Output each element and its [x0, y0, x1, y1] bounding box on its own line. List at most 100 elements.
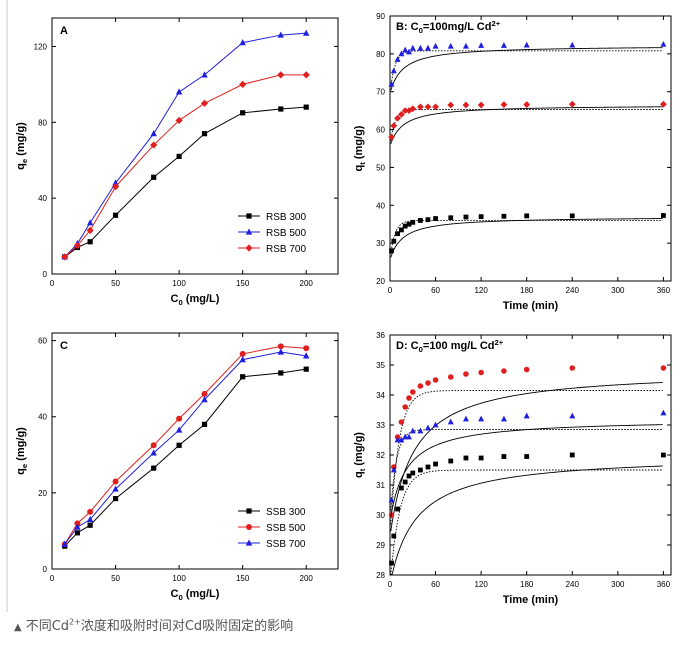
data-point: [277, 348, 284, 355]
data-point: [425, 380, 431, 386]
x-tick-label: 200: [300, 279, 314, 288]
plot-frame: [51, 17, 339, 275]
data-point: [524, 213, 530, 219]
data-point: [569, 365, 576, 371]
y-tick-label: 20: [38, 489, 47, 498]
series-1: [388, 100, 667, 145]
data-point: [478, 214, 484, 220]
data-point: [61, 540, 68, 547]
data-point: [406, 395, 412, 401]
x-tick-label: 0: [388, 286, 393, 295]
y-tick-label: 0: [43, 270, 48, 279]
data-point: [409, 427, 416, 434]
data-point: [417, 467, 423, 473]
data-point: [524, 454, 530, 459]
figure-caption: ▲ 不同Cd2+浓度和吸附时间对Cd吸附固定的影响: [14, 615, 293, 634]
data-point: [150, 141, 158, 149]
data-point: [277, 31, 284, 38]
x-tick-label: 50: [111, 279, 120, 288]
data-point: [278, 106, 284, 112]
legend-label: SSB 300: [266, 507, 306, 518]
fit-line-dotted: [390, 219, 663, 255]
x-tick-label: 300: [611, 580, 625, 589]
caption-superscript: 2+: [69, 617, 81, 627]
data-point: [417, 427, 424, 434]
data-point: [569, 412, 576, 419]
data-point: [277, 71, 285, 79]
x-tick-label: 360: [657, 580, 671, 589]
data-point: [176, 442, 182, 448]
data-point: [448, 215, 454, 221]
series-line: [64, 345, 307, 545]
data-point: [424, 424, 431, 431]
data-point: [398, 436, 405, 443]
plot-frame: [51, 332, 339, 570]
plot-frame: [389, 15, 672, 282]
fit-line-dotted: [390, 469, 663, 576]
y-tick-label: 35: [376, 361, 385, 370]
x-tick-label: 300: [611, 286, 625, 295]
data-point: [410, 470, 416, 476]
data-point: [424, 44, 431, 51]
left-border: [6, 0, 8, 612]
data-point: [447, 418, 454, 425]
y-tick-label: 31: [376, 481, 385, 490]
data-point: [278, 370, 284, 376]
data-point: [569, 452, 575, 458]
data-point: [417, 44, 424, 51]
data-point: [87, 522, 93, 528]
data-point: [303, 29, 310, 36]
series-line: [64, 106, 307, 258]
chart-panel-D: 0 60 120 180 240 300 360 28 29 30 31 32 33 34 35 36 Time…: [353, 331, 672, 606]
data-point: [201, 71, 208, 78]
data-point: [394, 56, 401, 62]
legend-label: RSB 300: [266, 212, 306, 223]
data-point: [402, 223, 408, 229]
data-point: [417, 218, 423, 223]
data-point: [73, 241, 82, 250]
data-point: [239, 39, 246, 46]
x-tick-label: 240: [566, 580, 580, 589]
data-point: [463, 371, 469, 377]
fit-line: [390, 465, 663, 576]
data-point: [388, 496, 395, 503]
data-point: [86, 219, 94, 226]
data-point: [240, 110, 246, 116]
data-point: [569, 213, 575, 219]
legend-label: RSB 500: [266, 228, 306, 239]
data-point: [409, 44, 416, 51]
y-tick-label: 30: [376, 511, 385, 520]
data-point: [462, 415, 469, 422]
data-point: [433, 216, 438, 221]
x-tick-label: 120: [474, 286, 488, 295]
data-point: [398, 50, 405, 57]
fit-line-dotted: [390, 429, 663, 511]
data-point: [432, 103, 439, 111]
data-point: [395, 506, 400, 512]
data-point: [402, 433, 409, 440]
y-tick-label: 60: [38, 337, 47, 346]
data-point: [175, 116, 183, 124]
data-point: [86, 226, 94, 234]
data-point: [463, 214, 469, 220]
x-tick-label: 180: [520, 580, 534, 589]
y-tick-label: 34: [376, 391, 385, 400]
series-1: [61, 29, 310, 260]
data-point: [501, 213, 507, 219]
panel-label: A: [60, 25, 68, 37]
series-2: [389, 452, 666, 576]
x-axis-label: Time (min): [503, 594, 559, 606]
x-axis-label: C0 (mg/L): [171, 588, 220, 602]
data-point: [569, 41, 576, 48]
data-point: [661, 452, 666, 458]
series-line: [64, 32, 307, 258]
data-point: [447, 101, 455, 109]
x-axis-label: C0 (mg/L): [171, 293, 220, 307]
data-point: [112, 212, 119, 218]
data-point: [462, 42, 469, 49]
chart-panel-C: 0 50 100 150 200 0 20 40 60 C0 (mg/L) qe (mg/g) C SS…: [15, 332, 339, 602]
x-tick-label: 0: [50, 574, 55, 583]
data-point: [660, 365, 667, 371]
data-point: [151, 465, 157, 471]
data-point: [397, 111, 405, 118]
